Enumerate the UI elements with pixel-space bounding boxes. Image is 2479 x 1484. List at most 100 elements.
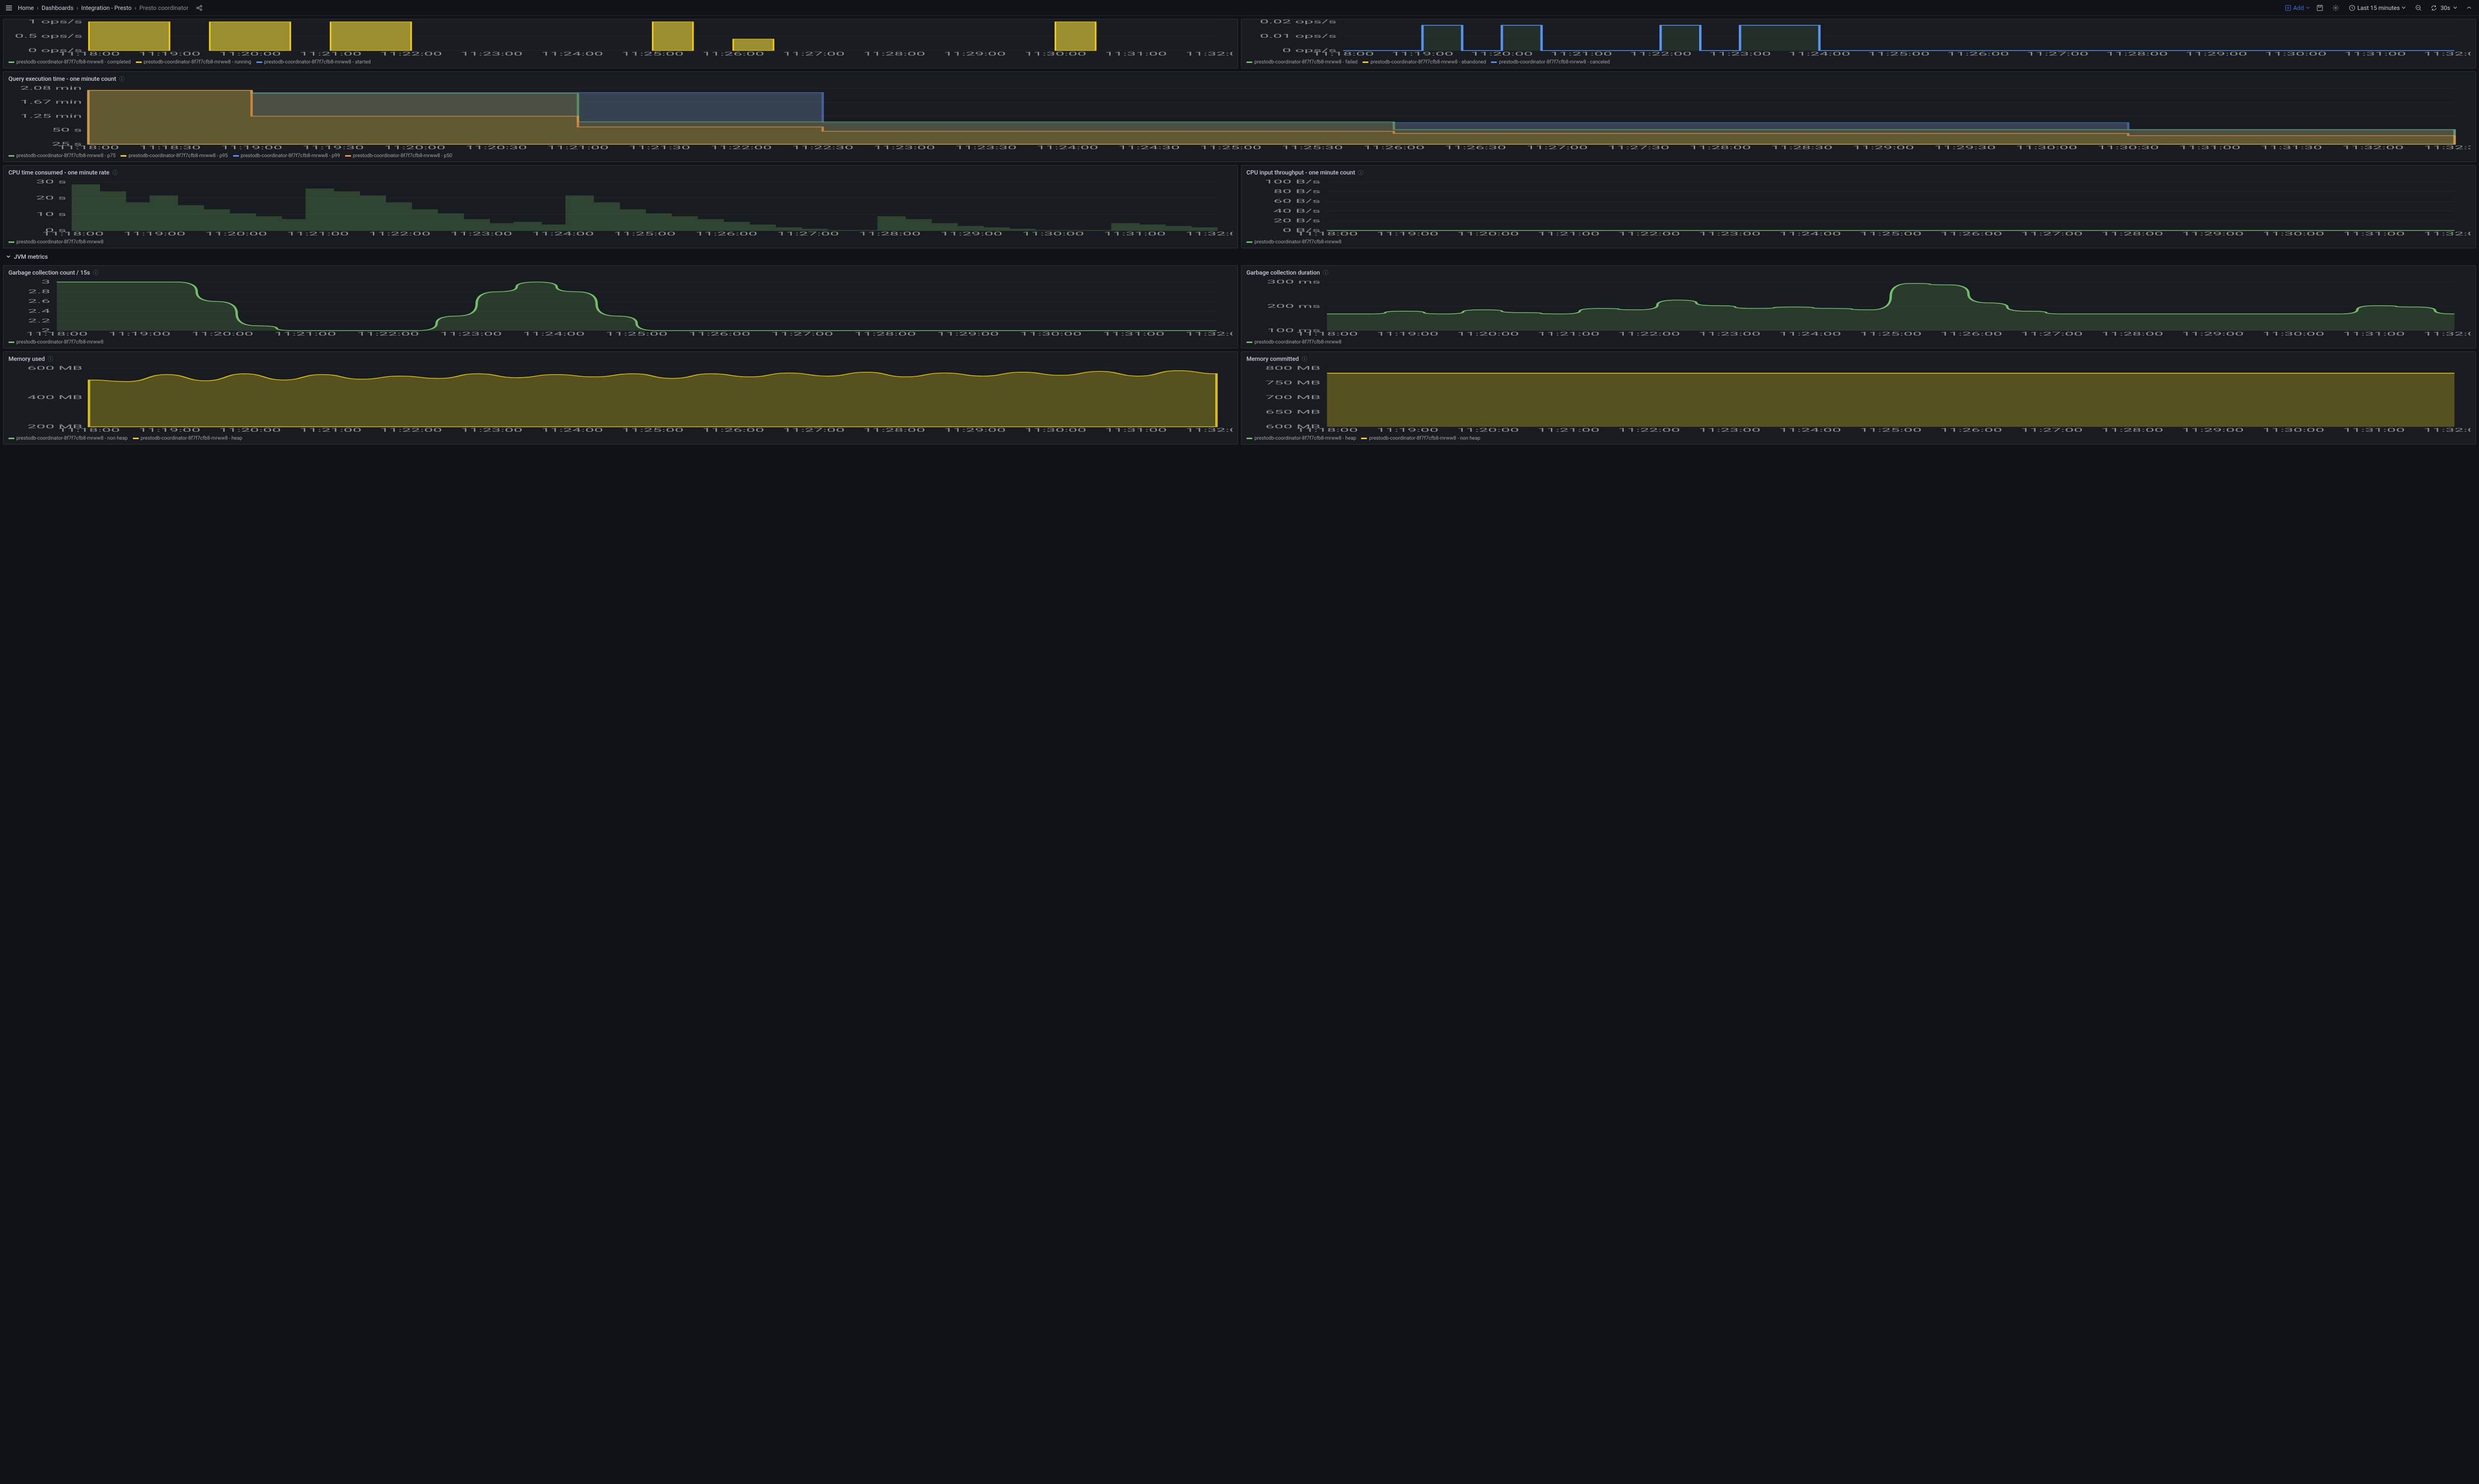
zoom-out-icon[interactable] bbox=[2413, 2, 2424, 14]
svg-text:11:21:00: 11:21:00 bbox=[287, 231, 349, 236]
svg-text:11:27:00: 11:27:00 bbox=[783, 427, 845, 433]
breadcrumb-dashboards[interactable]: Dashboards bbox=[42, 4, 73, 11]
svg-text:11:20:30: 11:20:30 bbox=[466, 145, 527, 150]
time-range-picker[interactable]: Last 15 minutes bbox=[2346, 4, 2409, 11]
info-icon[interactable]: ⓘ bbox=[1358, 169, 1363, 176]
panel-memory-used[interactable]: Memory used ⓘ 600 MB400 MB200 MB11:18:00… bbox=[3, 351, 1238, 445]
svg-text:11:18:30: 11:18:30 bbox=[139, 145, 201, 150]
topbar: Home › Dashboards › Integration - Presto… bbox=[0, 0, 2479, 16]
svg-text:11:31:00: 11:31:00 bbox=[1105, 51, 1167, 57]
svg-text:11:23:00: 11:23:00 bbox=[874, 145, 935, 150]
svg-text:0.01 ops/s: 0.01 ops/s bbox=[1260, 33, 1337, 39]
panel-title: CPU time consumed - one minute rate bbox=[8, 169, 110, 176]
panel-memory-committed[interactable]: Memory committed ⓘ 800 MB750 MB700 MB650… bbox=[1241, 351, 2476, 445]
svg-text:11:18:00: 11:18:00 bbox=[26, 331, 88, 337]
menu-icon[interactable] bbox=[4, 3, 14, 13]
panel-gc-duration[interactable]: Garbage collection duration ⓘ 300 ms200 … bbox=[1241, 265, 2476, 348]
svg-text:11:20:00: 11:20:00 bbox=[1457, 331, 1519, 337]
svg-text:11:24:00: 11:24:00 bbox=[1779, 427, 1841, 433]
svg-text:11:26:00: 11:26:00 bbox=[1363, 145, 1424, 150]
svg-text:11:19:00: 11:19:00 bbox=[109, 331, 171, 337]
svg-text:11:18:00: 11:18:00 bbox=[58, 51, 120, 57]
info-icon[interactable]: ⓘ bbox=[1302, 355, 1307, 363]
svg-text:11:27:00: 11:27:00 bbox=[2026, 51, 2088, 57]
add-button[interactable]: Add bbox=[2285, 4, 2309, 11]
breadcrumb-integration[interactable]: Integration - Presto bbox=[81, 4, 132, 11]
svg-text:11:30:00: 11:30:00 bbox=[2262, 331, 2324, 337]
svg-text:11:25:00: 11:25:00 bbox=[605, 331, 667, 337]
refresh-button[interactable]: 30s bbox=[2428, 4, 2459, 11]
svg-text:3: 3 bbox=[41, 280, 50, 285]
info-icon[interactable]: ⓘ bbox=[119, 75, 124, 83]
svg-text:11:19:00: 11:19:00 bbox=[138, 427, 200, 433]
svg-text:11:27:00: 11:27:00 bbox=[783, 51, 845, 57]
svg-text:11:28:00: 11:28:00 bbox=[863, 427, 925, 433]
svg-text:11:25:00: 11:25:00 bbox=[622, 51, 684, 57]
svg-text:11:27:00: 11:27:00 bbox=[2021, 331, 2083, 337]
info-icon[interactable]: ⓘ bbox=[48, 355, 53, 363]
svg-text:11:30:00: 11:30:00 bbox=[1020, 331, 1082, 337]
svg-text:11:21:00: 11:21:00 bbox=[1537, 427, 1599, 433]
svg-text:11:25:00: 11:25:00 bbox=[1860, 231, 1922, 236]
svg-text:11:22:00: 11:22:00 bbox=[1618, 427, 1680, 433]
svg-text:11:20:00: 11:20:00 bbox=[1457, 427, 1519, 433]
svg-text:11:25:00: 11:25:00 bbox=[622, 427, 684, 433]
svg-text:2.2: 2.2 bbox=[28, 318, 50, 324]
panel-cpu-input[interactable]: CPU input throughput - one minute count … bbox=[1241, 165, 2476, 248]
svg-text:11:26:00: 11:26:00 bbox=[1940, 231, 2002, 236]
info-icon[interactable]: ⓘ bbox=[113, 169, 118, 176]
info-icon[interactable]: ⓘ bbox=[93, 269, 99, 277]
svg-text:800 MB: 800 MB bbox=[1265, 366, 1320, 371]
svg-text:11:29:00: 11:29:00 bbox=[944, 427, 1006, 433]
svg-text:11:18:00: 11:18:00 bbox=[1312, 51, 1374, 57]
svg-text:11:32:00: 11:32:00 bbox=[1185, 231, 1233, 236]
svg-text:11:31:00: 11:31:00 bbox=[2344, 51, 2406, 57]
svg-text:0.5 ops/s: 0.5 ops/s bbox=[15, 33, 83, 39]
svg-text:11:25:00: 11:25:00 bbox=[1860, 427, 1922, 433]
svg-text:11:31:30: 11:31:30 bbox=[2260, 145, 2322, 150]
panel-gc-count[interactable]: Garbage collection count / 15s ⓘ 32.82.6… bbox=[3, 265, 1238, 348]
panel-query-execution-time[interactable]: Query execution time - one minute count … bbox=[3, 71, 2476, 162]
info-icon[interactable]: ⓘ bbox=[1323, 269, 1328, 277]
svg-text:750 MB: 750 MB bbox=[1265, 380, 1320, 386]
svg-text:11:27:00: 11:27:00 bbox=[2021, 231, 2083, 236]
svg-text:11:24:00: 11:24:00 bbox=[1779, 331, 1841, 337]
svg-text:11:18:00: 11:18:00 bbox=[1296, 331, 1358, 337]
svg-text:11:21:00: 11:21:00 bbox=[299, 51, 361, 57]
svg-text:20 s: 20 s bbox=[36, 195, 66, 201]
svg-text:11:23:00: 11:23:00 bbox=[461, 51, 523, 57]
svg-text:40 B/s: 40 B/s bbox=[1274, 208, 1321, 214]
settings-icon[interactable] bbox=[2330, 2, 2342, 14]
svg-text:11:22:00: 11:22:00 bbox=[380, 51, 442, 57]
svg-text:11:29:00: 11:29:00 bbox=[944, 51, 1006, 57]
svg-text:11:22:00: 11:22:00 bbox=[380, 427, 442, 433]
svg-text:11:29:00: 11:29:00 bbox=[941, 231, 1003, 236]
svg-text:11:21:00: 11:21:00 bbox=[1537, 231, 1599, 236]
svg-text:11:26:00: 11:26:00 bbox=[1947, 51, 2009, 57]
svg-text:11:32:00: 11:32:00 bbox=[1185, 331, 1233, 337]
svg-text:10 s: 10 s bbox=[36, 211, 66, 217]
panel-cpu-time[interactable]: CPU time consumed - one minute rate ⓘ 30… bbox=[3, 165, 1238, 248]
svg-text:11:28:30: 11:28:30 bbox=[1771, 145, 1832, 150]
breadcrumb-current: Presto coordinator bbox=[139, 4, 188, 11]
svg-text:11:21:00: 11:21:00 bbox=[547, 145, 609, 150]
svg-text:11:28:00: 11:28:00 bbox=[859, 231, 921, 236]
svg-text:11:29:30: 11:29:30 bbox=[1934, 145, 1996, 150]
svg-text:11:25:00: 11:25:00 bbox=[1868, 51, 1930, 57]
breadcrumb-home[interactable]: Home bbox=[18, 4, 34, 11]
panel-ops-completed[interactable]: 1 ops/s0.5 ops/s0 ops/s11:18:0011:19:001… bbox=[3, 19, 1238, 68]
svg-text:11:20:00: 11:20:00 bbox=[191, 331, 253, 337]
share-icon[interactable] bbox=[193, 2, 205, 14]
svg-text:11:23:00: 11:23:00 bbox=[1699, 427, 1761, 433]
svg-text:11:18:00: 11:18:00 bbox=[1296, 427, 1358, 433]
svg-text:400 MB: 400 MB bbox=[27, 395, 82, 400]
svg-text:11:30:30: 11:30:30 bbox=[2097, 145, 2159, 150]
panel-title: Garbage collection duration bbox=[1246, 269, 1320, 276]
panel-ops-failed[interactable]: 0.02 ops/s0.01 ops/s0 ops/s11:18:0011:19… bbox=[1241, 19, 2476, 68]
svg-text:11:19:00: 11:19:00 bbox=[123, 231, 185, 236]
panel-title: Garbage collection count / 15s bbox=[8, 269, 90, 276]
row-jvm-metrics[interactable]: JVM metrics bbox=[3, 251, 2476, 262]
collapse-icon[interactable] bbox=[2463, 2, 2475, 14]
save-dashboard-icon[interactable] bbox=[2314, 2, 2326, 14]
svg-text:100 B/s: 100 B/s bbox=[1264, 179, 1320, 184]
